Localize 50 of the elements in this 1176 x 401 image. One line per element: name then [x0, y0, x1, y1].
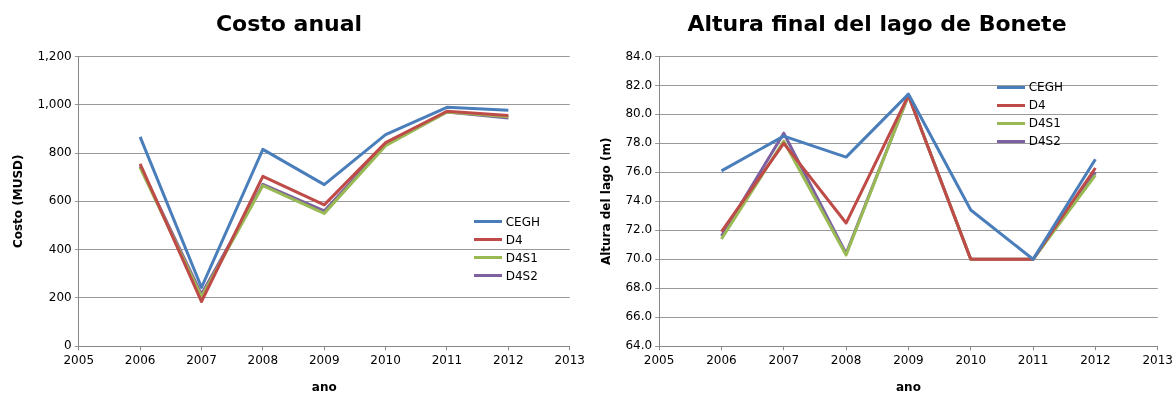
x-tick-label: 2005 [63, 352, 95, 367]
x-tick-label: 2013 [1142, 352, 1173, 367]
y-tick-label: 84.0 [625, 48, 653, 63]
y-tick-label: 74.0 [625, 193, 653, 208]
x-tick-label: 2012 [493, 352, 524, 367]
y-tick-label: 68.0 [625, 280, 653, 295]
x-axis-title: ano [895, 379, 921, 394]
y-axis-title: Altura del lago (m) [599, 137, 614, 266]
y-tick-label: 82.0 [625, 77, 653, 92]
x-tick-label: 2011 [1017, 352, 1049, 367]
x-tick-label: 2007 [186, 352, 217, 367]
y-tick-label: 1,200 [37, 48, 72, 63]
x-tick-label: 2008 [830, 352, 862, 367]
legend-label: CEGH [1028, 79, 1064, 97]
y-tick-label: 200 [48, 290, 72, 305]
x-tick-label: 2012 [1080, 352, 1111, 367]
y-tick-label: 66.0 [625, 309, 653, 324]
legend-label: CEGH [505, 213, 541, 231]
x-tick-label: 2010 [370, 352, 401, 367]
x-axis-title: ano [311, 379, 337, 394]
y-tick-label: 78.0 [625, 135, 653, 150]
y-tick-label: 600 [48, 193, 72, 208]
chart-title: Altura final del lago de Bonete [687, 10, 1067, 36]
legend-label: D4S2 [505, 267, 538, 285]
x-tick-label: 2006 [706, 352, 737, 367]
y-tick-label: 0 [64, 338, 72, 353]
y-tick-label: 80.0 [625, 106, 653, 121]
x-tick-label: 2009 [308, 352, 340, 367]
y-tick-label: 76.0 [625, 164, 653, 179]
x-tick-label: 2013 [554, 352, 585, 367]
y-tick-label: 72.0 [625, 222, 653, 237]
x-tick-label: 2007 [768, 352, 800, 367]
y-tick-label: 400 [48, 241, 72, 256]
legend-label: D4S1 [1028, 115, 1061, 133]
x-tick-label: 2005 [643, 352, 675, 367]
legend-label: D4 [505, 231, 523, 249]
x-tick-label: 2006 [124, 352, 156, 367]
x-tick-label: 2008 [247, 352, 279, 367]
y-tick-label: 800 [48, 145, 72, 160]
y-tick-label: 70.0 [625, 251, 653, 266]
chart-title: Costo anual [215, 10, 363, 36]
x-tick-label: 2009 [893, 352, 924, 367]
y-tick-label: 64.0 [625, 338, 653, 353]
y-tick-label: 1,000 [37, 96, 72, 111]
legend-label: D4S2 [1028, 133, 1061, 151]
x-tick-label: 2010 [955, 352, 987, 367]
legend-label: D4 [1028, 97, 1046, 115]
x-tick-label: 2011 [431, 352, 463, 367]
y-axis-title: Costo (MUSD) [11, 154, 26, 249]
legend-label: D4S1 [505, 249, 538, 267]
